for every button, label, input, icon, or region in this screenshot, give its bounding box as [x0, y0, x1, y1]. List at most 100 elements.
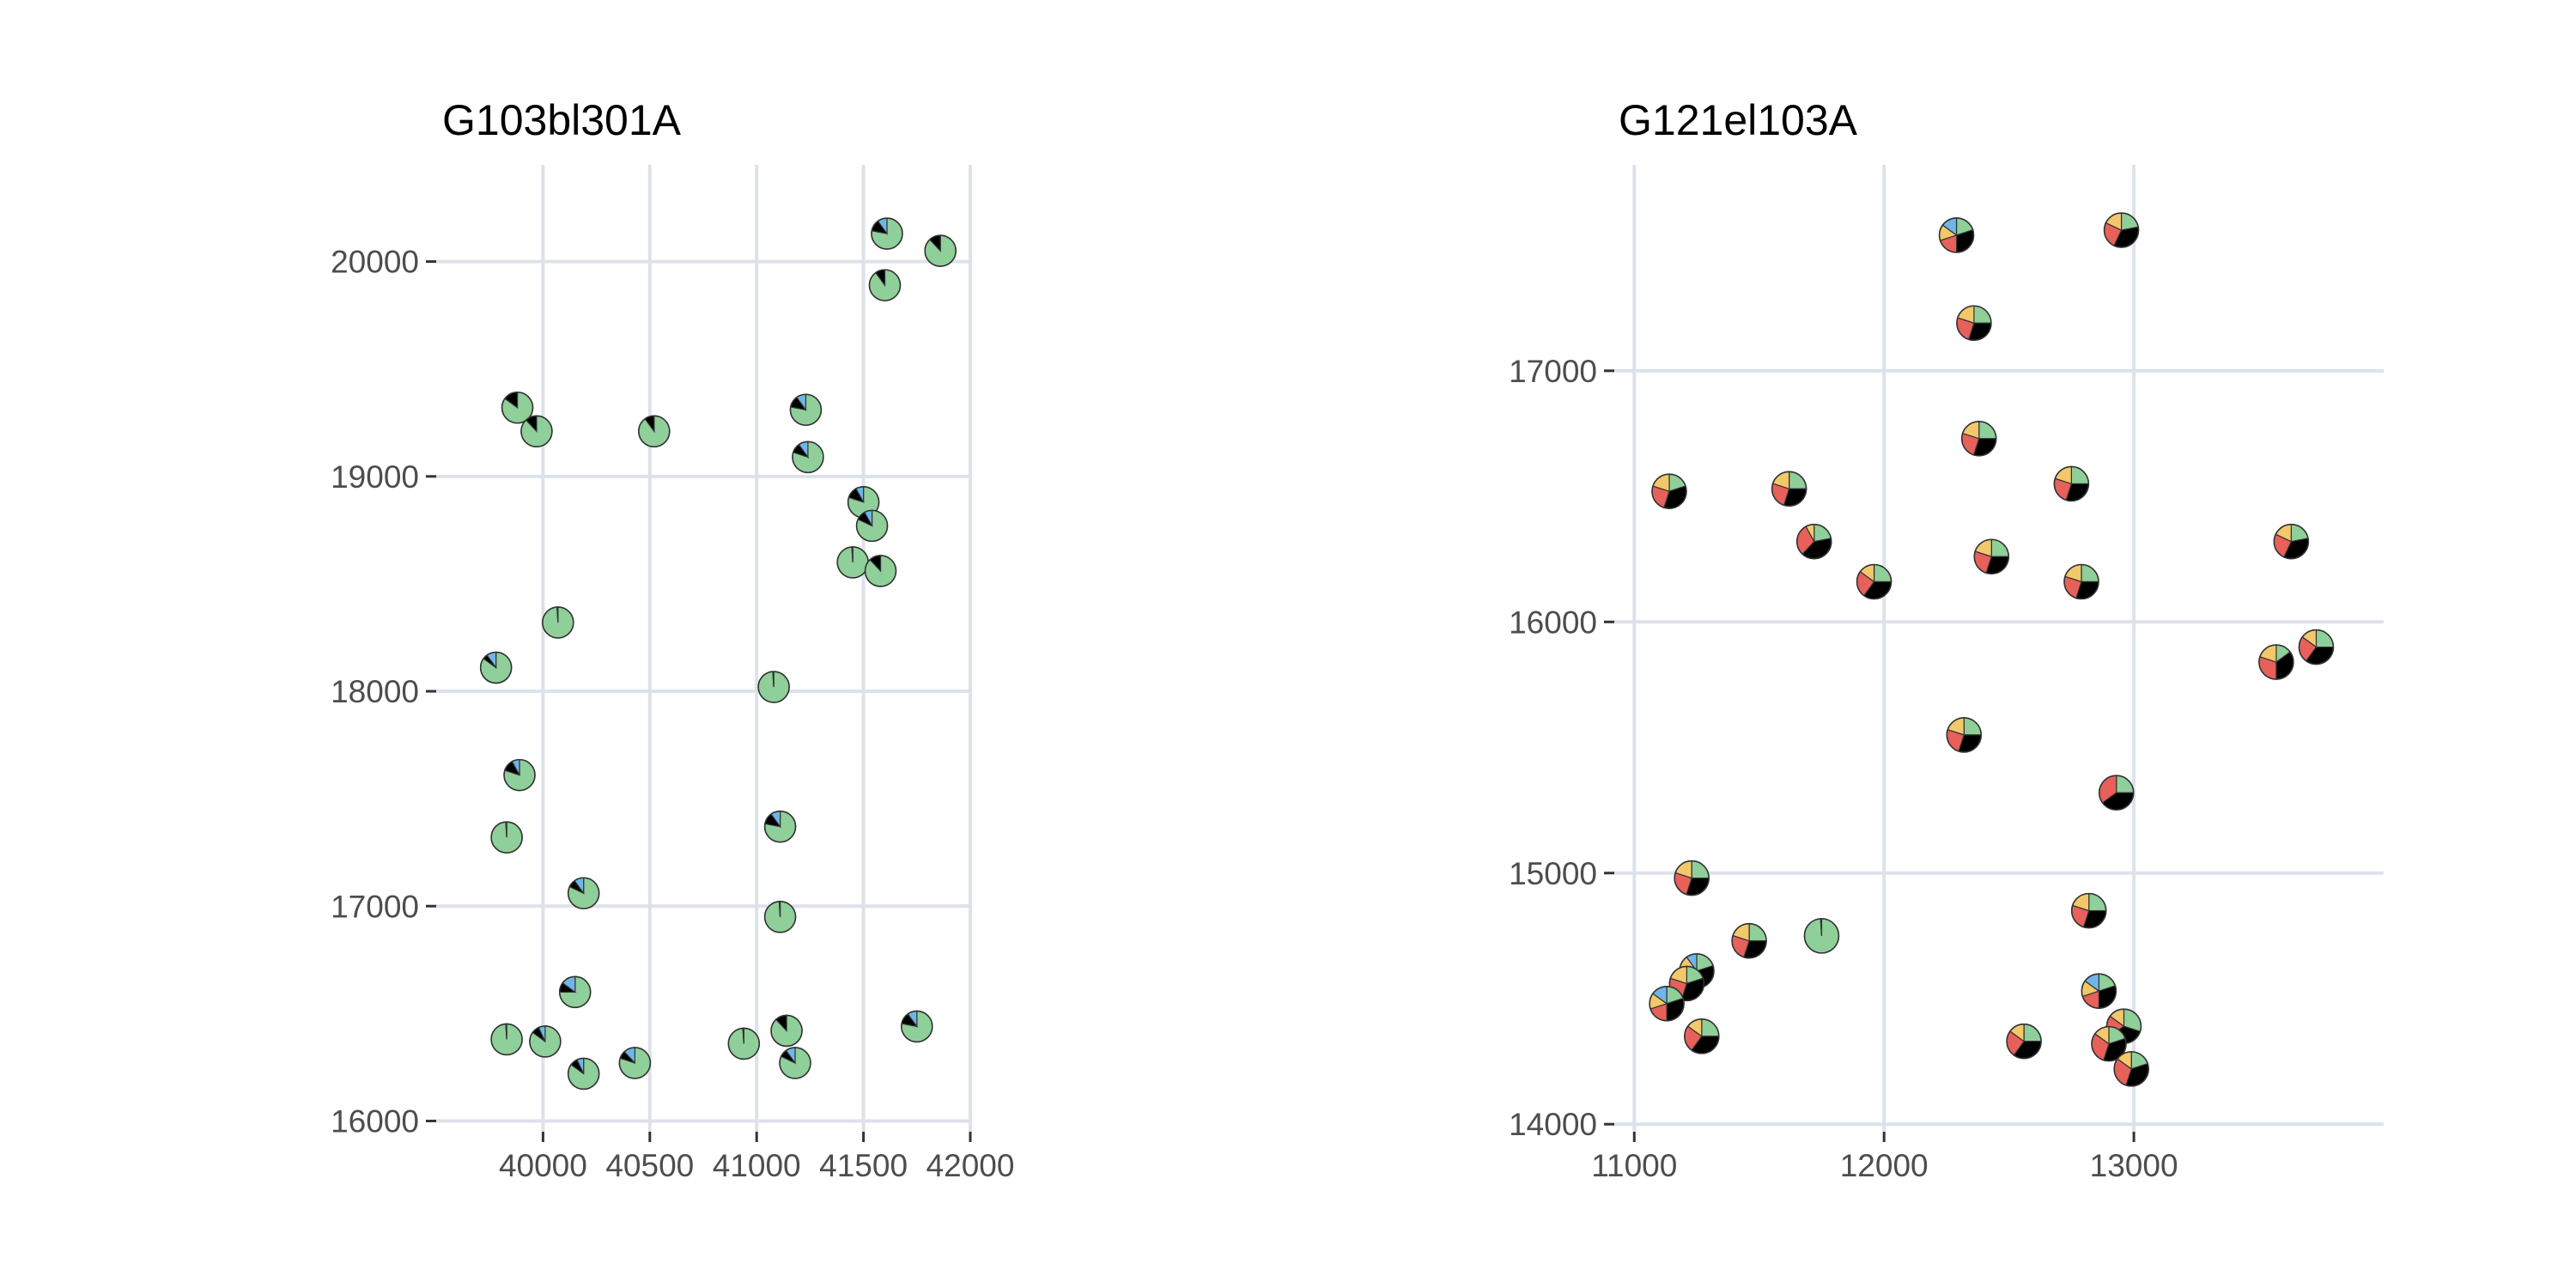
- x-tick-label: 40000: [499, 1148, 587, 1183]
- pie-outline: [1651, 473, 1687, 510]
- pie-outline: [789, 393, 823, 427]
- pie-point: [2103, 212, 2140, 248]
- pie-point: [871, 217, 903, 250]
- pie-outline: [2053, 465, 2090, 502]
- pie-outline: [1956, 305, 1992, 342]
- pie-outline: [1771, 471, 1807, 507]
- pie-outline: [618, 1047, 652, 1079]
- pie-point: [1771, 471, 1807, 507]
- pie-outline: [2006, 1023, 2042, 1060]
- pie-outline: [871, 217, 903, 250]
- pie-outline: [1960, 420, 1997, 457]
- panel-1-title: G103bl301A: [442, 96, 682, 144]
- pie-outline: [479, 651, 513, 684]
- pie-point: [1803, 918, 1840, 954]
- y-tick-label: 20000: [331, 245, 419, 280]
- pie-outline: [2081, 973, 2117, 1010]
- pie-point: [1973, 538, 2010, 575]
- pie-outline: [501, 391, 534, 424]
- pie-outline: [757, 671, 790, 703]
- pie-outline: [2098, 775, 2135, 811]
- pie-point: [1731, 922, 1767, 959]
- y-tick-label: 15000: [1509, 856, 1597, 891]
- pie-point: [558, 975, 592, 1009]
- panel-2-axes: 11000 12000 13000 14000 15000 16000 17000: [1509, 354, 2178, 1183]
- x-tick-label: 41500: [819, 1148, 908, 1183]
- pie-point: [490, 821, 523, 854]
- pie-outline: [567, 877, 600, 910]
- pie-point: [637, 415, 671, 448]
- x-tick-label: 40500: [605, 1148, 694, 1183]
- pie-point: [864, 555, 897, 587]
- panel-1-grid: [436, 165, 972, 1132]
- pie-point: [2273, 523, 2310, 560]
- pie-point: [1674, 860, 1710, 896]
- pie-outline: [901, 1010, 933, 1043]
- pie-outline: [1795, 523, 1832, 560]
- pie-outline: [2063, 563, 2099, 600]
- pie-point: [1856, 563, 1893, 600]
- pie-outline: [1674, 860, 1710, 896]
- pie-outline: [1973, 538, 2010, 575]
- panel-1: G103bl301A 40000 40500 41000 41500 42000 1600…: [331, 96, 1014, 1183]
- pie-point: [1684, 1018, 1720, 1054]
- pie-point: [2091, 1025, 2127, 1062]
- pie-point: [1956, 305, 1992, 342]
- pie-point: [2063, 563, 2099, 600]
- pie-point: [789, 393, 823, 427]
- pie-outline: [864, 555, 897, 587]
- pie-point: [763, 900, 797, 933]
- pie-point: [520, 415, 553, 448]
- panel-2-grid: [1614, 165, 2384, 1132]
- panel-2: G121el103A 11000 12000 13000 14000 15000 1600…: [1509, 96, 2384, 1183]
- pie-outline: [792, 440, 824, 474]
- pie-outline: [763, 900, 797, 933]
- pie-point: [2098, 775, 2135, 811]
- pie-point: [1668, 965, 1705, 1002]
- pie-outline: [558, 975, 592, 1009]
- pie-point: [501, 391, 534, 424]
- pie-point: [479, 651, 513, 684]
- pie-outline: [2113, 1051, 2149, 1087]
- pie-point: [868, 269, 902, 301]
- pie-outline: [1803, 918, 1840, 954]
- y-tick-label: 17000: [1509, 354, 1597, 389]
- pie-point: [2298, 629, 2335, 665]
- pie-point: [1946, 717, 1983, 753]
- pie-outline: [727, 1027, 761, 1060]
- pie-outline: [503, 758, 536, 792]
- pie-point: [567, 1057, 600, 1091]
- pie-outline: [1731, 922, 1767, 959]
- pie-outline: [2091, 1025, 2127, 1062]
- pie-point: [567, 877, 600, 910]
- pie-point: [757, 671, 790, 703]
- pie-outline: [779, 1047, 811, 1079]
- pie-point: [542, 606, 574, 639]
- pie-point: [792, 440, 824, 474]
- pie-outline: [1946, 717, 1983, 753]
- pie-point: [727, 1027, 761, 1060]
- pie-point: [2113, 1051, 2149, 1087]
- pie-outline: [924, 234, 957, 267]
- pie-outline: [1684, 1018, 1720, 1054]
- x-tick-label: 12000: [1840, 1148, 1929, 1183]
- y-tick-label: 18000: [331, 674, 419, 709]
- pie-outline: [1668, 965, 1705, 1002]
- pie-point: [770, 1014, 803, 1048]
- x-tick-label: 13000: [2090, 1148, 2178, 1183]
- pie-point: [1795, 523, 1832, 560]
- pie-point: [763, 810, 797, 843]
- pie-point: [1960, 420, 1997, 457]
- x-tick-label: 42000: [927, 1148, 1015, 1183]
- pie-outline: [1938, 217, 1975, 253]
- pie-outline: [490, 821, 523, 854]
- x-tick-label: 11000: [1591, 1148, 1677, 1183]
- pie-outline: [520, 415, 553, 448]
- pie-outline: [763, 810, 797, 843]
- pie-outline: [567, 1057, 600, 1091]
- pie-outline: [2070, 892, 2107, 929]
- pie-point: [529, 1025, 562, 1058]
- pie-point: [779, 1047, 811, 1079]
